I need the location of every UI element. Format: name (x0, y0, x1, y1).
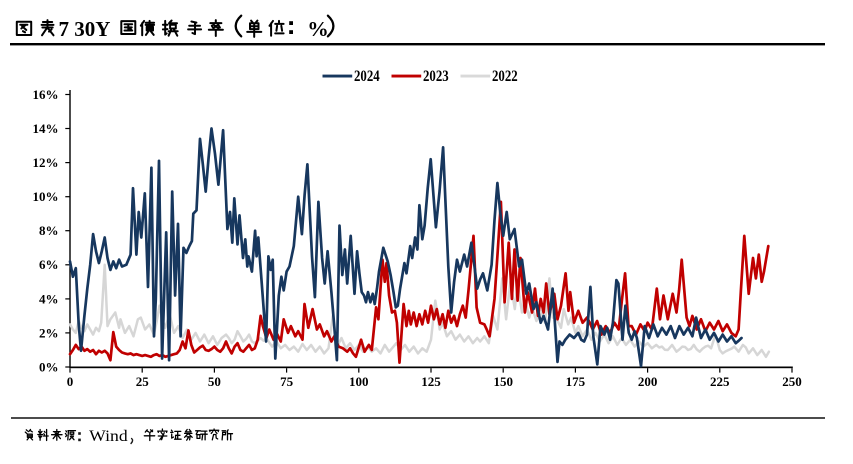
svg-text:10%: 10% (33, 189, 59, 204)
svg-text:2024: 2024 (354, 68, 380, 85)
svg-text:125: 125 (421, 374, 441, 389)
svg-text:6%: 6% (39, 257, 59, 272)
svg-text:16%: 16% (33, 87, 59, 102)
svg-text:75: 75 (280, 374, 294, 389)
svg-text:225: 225 (710, 374, 730, 389)
svg-text:250: 250 (782, 374, 802, 389)
svg-text:2%: 2% (39, 325, 59, 340)
svg-text:200: 200 (638, 374, 658, 389)
svg-text:2023: 2023 (423, 68, 449, 85)
svg-text:4%: 4% (39, 291, 59, 306)
svg-text:12%: 12% (33, 155, 59, 170)
svg-text:175: 175 (566, 374, 586, 389)
svg-text:0: 0 (67, 374, 74, 389)
svg-text:8%: 8% (39, 223, 59, 238)
svg-text:0%: 0% (39, 359, 59, 374)
svg-text:Wind: Wind (89, 428, 128, 445)
svg-text:50: 50 (208, 374, 221, 389)
svg-text:14%: 14% (33, 121, 59, 136)
svg-text:100: 100 (349, 374, 369, 389)
svg-text:%: % (307, 17, 329, 41)
svg-text:2022: 2022 (492, 68, 518, 85)
svg-text:7 30Y: 7 30Y (59, 17, 111, 41)
svg-text:150: 150 (493, 374, 513, 389)
svg-text:25: 25 (136, 374, 150, 389)
